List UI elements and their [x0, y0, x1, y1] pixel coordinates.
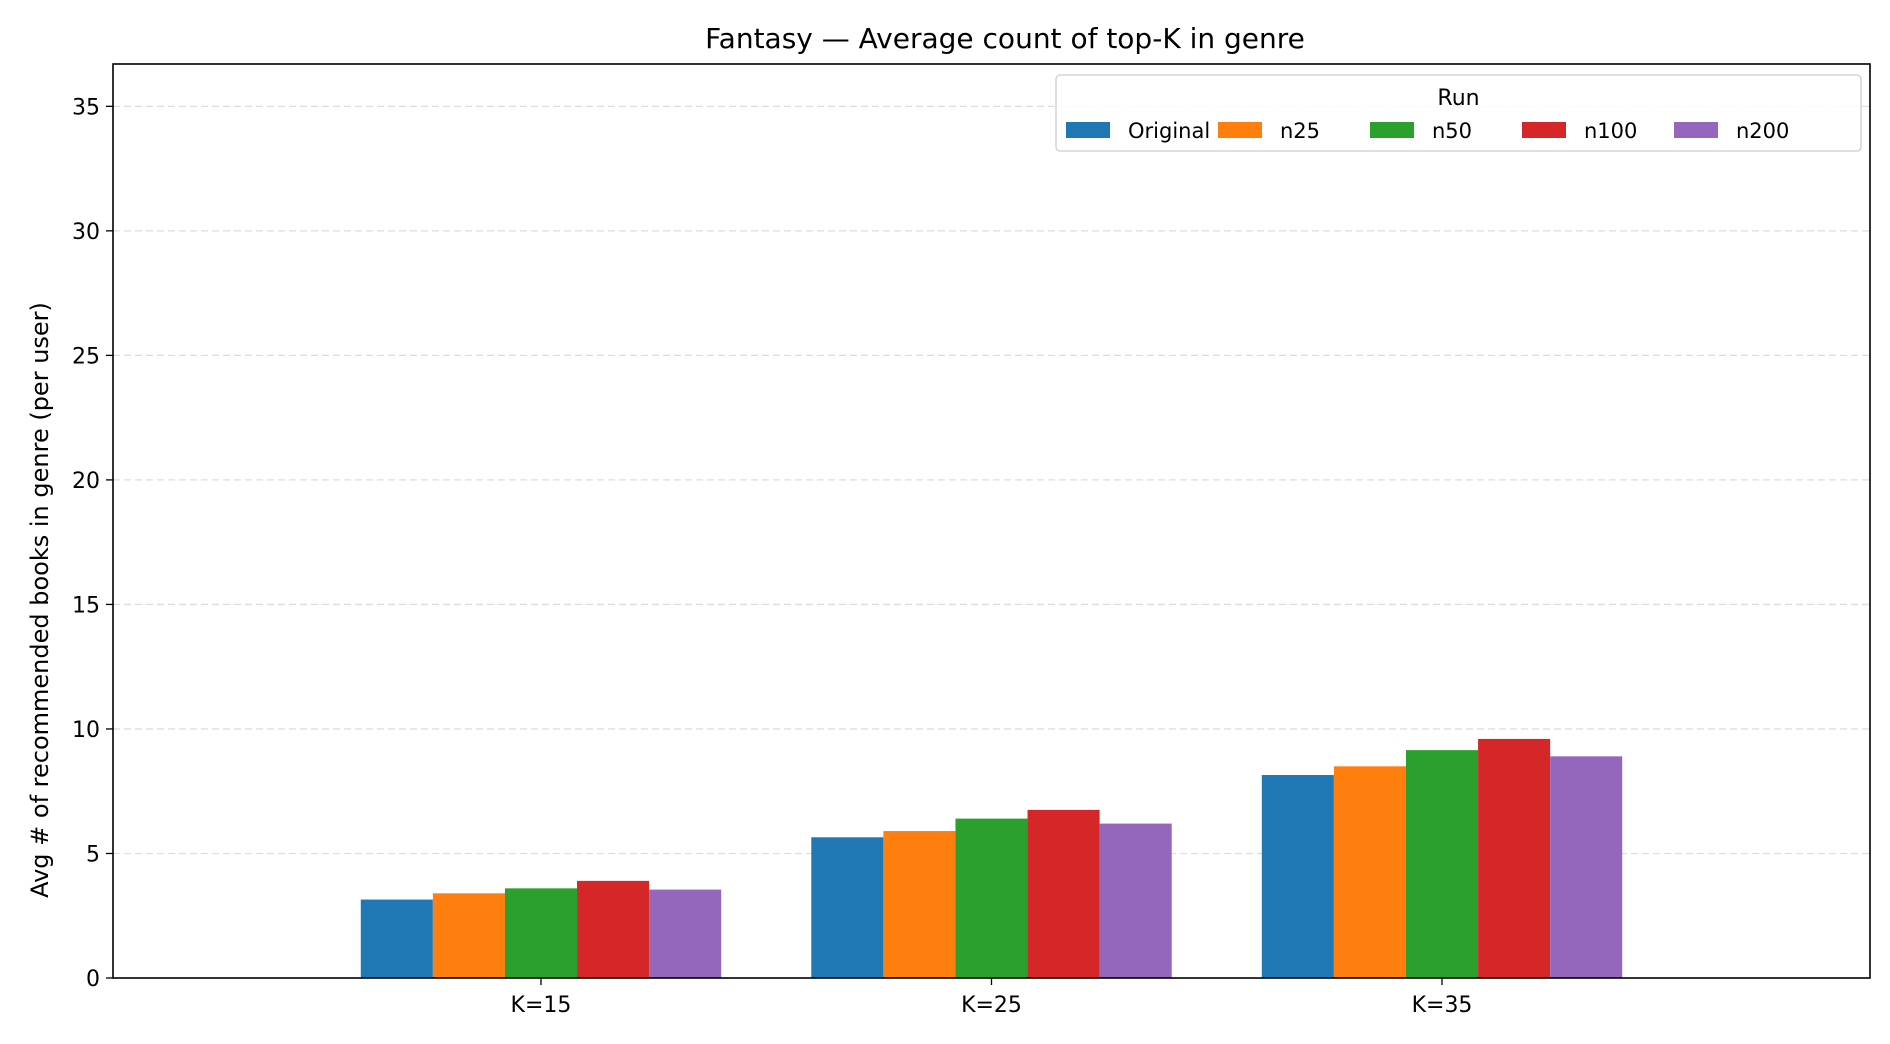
x-tick-label: K=25 [961, 993, 1022, 1018]
bar-Original-K=25 [811, 837, 884, 978]
bar-n50-K=15 [504, 888, 578, 978]
bar-n200-K=35 [1550, 756, 1623, 978]
y-tick-label: 10 [72, 718, 100, 743]
bar-n50-K=25 [955, 818, 1028, 978]
bar-n200-K=25 [1099, 823, 1172, 978]
legend-swatch-n100 [1522, 122, 1566, 138]
bar-n100-K=15 [577, 880, 650, 978]
y-tick-label: 25 [72, 344, 100, 369]
legend: Run Original n25 n50 n100 n200 [1055, 74, 1862, 152]
chart-title: Fantasy — Average count of top-K in genr… [705, 22, 1305, 55]
y-tick-label: 5 [86, 842, 100, 867]
x-tick-label: K=35 [1412, 993, 1473, 1018]
legend-title: Run [1437, 86, 1479, 111]
y-axis-label: Avg # of recommended books in genre (per… [26, 302, 54, 898]
x-tick-label: K=15 [511, 993, 572, 1018]
bars [360, 738, 1623, 978]
grid-lines [113, 105, 1870, 855]
bar-Original-K=15 [360, 899, 433, 978]
legend-swatch-n25 [1218, 122, 1262, 138]
bar-Original-K=35 [1261, 775, 1334, 978]
legend-label-Original: Original [1128, 119, 1210, 143]
y-axis: 0 5 10 15 20 25 30 35 [72, 95, 113, 992]
y-tick-label: 20 [72, 469, 100, 494]
bar-n50-K=35 [1405, 750, 1479, 978]
y-tick-label: 0 [86, 967, 100, 992]
legend-swatch-n50 [1370, 122, 1414, 138]
x-axis: K=15 K=25 K=35 [511, 978, 1473, 1018]
bar-n25-K=15 [432, 893, 505, 978]
bar-n25-K=35 [1333, 766, 1406, 978]
bar-n200-K=15 [649, 889, 722, 978]
bar-n100-K=25 [1027, 809, 1100, 978]
legend-swatch-n200 [1674, 122, 1718, 138]
y-tick-label: 35 [72, 95, 100, 120]
bar-n100-K=35 [1478, 738, 1551, 978]
bar-n25-K=25 [883, 831, 956, 978]
legend-label-n25: n25 [1280, 119, 1320, 143]
legend-label-n100: n100 [1584, 119, 1637, 143]
legend-label-n50: n50 [1432, 119, 1472, 143]
legend-swatch-Original [1066, 122, 1110, 138]
legend-label-n200: n200 [1736, 119, 1789, 143]
y-tick-label: 30 [72, 220, 100, 245]
y-tick-label: 15 [72, 593, 100, 618]
